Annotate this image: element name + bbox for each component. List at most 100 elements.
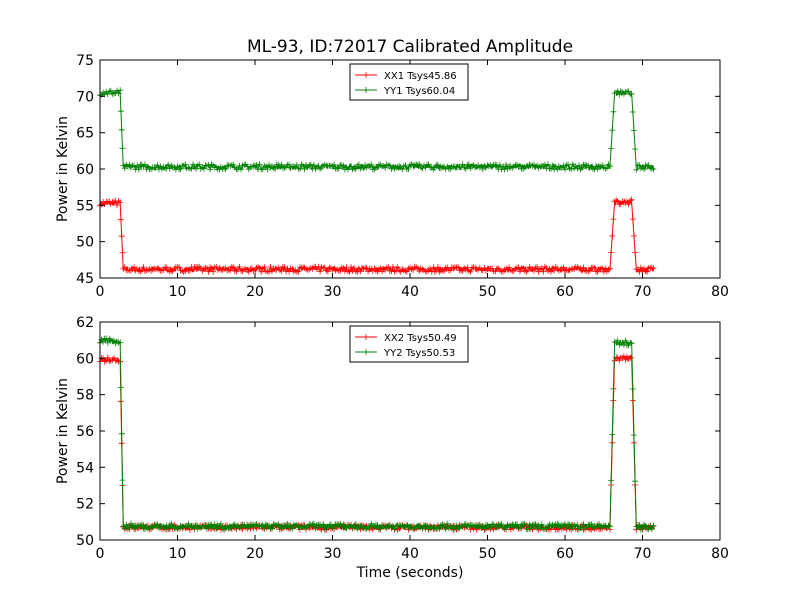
data-point-marker	[527, 525, 534, 532]
legend-entry-label: YY2 Tsys50.53	[383, 348, 455, 359]
data-point-marker	[627, 197, 634, 204]
data-point-marker	[625, 355, 632, 362]
data-point-marker	[131, 264, 138, 271]
data-point-marker	[331, 161, 338, 168]
data-point-marker	[507, 267, 514, 274]
legend-entry-label: XX2 Tsys50.49	[384, 333, 457, 344]
legend: XX1 Tsys45.86 YY1 Tsys60.04	[349, 63, 469, 101]
data-point-marker	[500, 163, 506, 170]
data-point-marker	[407, 264, 413, 271]
x-tick-label: 30	[324, 284, 342, 300]
data-point-marker	[346, 268, 353, 275]
data-point-marker	[650, 265, 657, 272]
data-point-marker	[591, 166, 598, 173]
data-point-marker	[644, 268, 651, 275]
data-point-marker	[376, 525, 382, 532]
data-point-marker	[222, 265, 229, 272]
data-point-marker	[293, 268, 300, 275]
data-point-marker	[100, 338, 107, 345]
data-point-marker	[548, 268, 554, 275]
data-point-marker	[281, 264, 288, 271]
data-point-marker	[391, 525, 398, 532]
data-point-marker	[453, 264, 460, 271]
data-point-marker	[383, 161, 390, 168]
data-point-marker	[208, 161, 215, 168]
data-point-marker	[304, 266, 311, 273]
data-point-marker	[609, 127, 616, 134]
data-point-marker	[267, 525, 274, 532]
data-point-marker	[636, 268, 643, 275]
data-point-marker	[337, 267, 344, 274]
data-point-marker	[205, 162, 212, 168]
data-point-marker	[261, 264, 268, 271]
x-tick-label: 60	[556, 546, 574, 562]
data-point-marker	[154, 521, 161, 528]
data-point-marker	[126, 525, 133, 532]
data-point-marker	[261, 162, 268, 169]
data-point-marker	[104, 339, 111, 346]
data-point-marker	[348, 521, 355, 528]
data-point-marker	[534, 263, 541, 270]
x-tick-label: 30	[324, 546, 342, 562]
data-point-marker	[119, 249, 126, 256]
data-point-marker	[315, 263, 322, 270]
data-point-marker	[216, 166, 223, 173]
data-point-marker	[372, 267, 379, 274]
data-point-marker	[541, 263, 548, 270]
data-point-marker	[608, 477, 615, 484]
data-point-marker	[247, 266, 254, 273]
y-tick-label: 65	[76, 126, 94, 142]
data-point-marker	[354, 268, 361, 275]
data-point-marker	[368, 161, 375, 168]
legend-frame	[349, 63, 469, 101]
data-point-marker	[331, 523, 338, 530]
data-point-marker	[231, 521, 238, 528]
x-tick-label: 20	[246, 284, 264, 300]
data-point-marker	[579, 165, 585, 172]
x-tick-label: 50	[479, 546, 497, 562]
data-point-marker	[481, 525, 488, 532]
data-point-marker	[631, 127, 637, 134]
data-point-marker	[425, 267, 432, 274]
data-point-marker	[114, 202, 120, 209]
data-point-marker	[278, 161, 285, 168]
data-point-marker	[586, 521, 593, 528]
data-point-marker	[182, 161, 189, 168]
data-point-marker	[439, 521, 446, 528]
x-tick-label: 70	[634, 284, 652, 300]
data-point-marker	[434, 264, 441, 271]
data-point-marker	[348, 163, 355, 170]
data-point-marker	[532, 521, 539, 528]
data-point-marker	[580, 521, 587, 528]
data-point-marker	[117, 384, 124, 391]
data-point-marker	[111, 337, 117, 344]
data-point-marker	[213, 525, 220, 532]
data-point-marker	[261, 525, 268, 532]
data-point-marker	[185, 164, 192, 171]
data-point-marker	[193, 522, 200, 529]
figure-title: ML-93, ID:72017 Calibrated Amplitude	[247, 37, 573, 57]
data-point-marker	[629, 109, 636, 115]
data-point-marker	[248, 163, 255, 170]
data-point-marker	[213, 263, 220, 270]
data-point-marker	[580, 264, 587, 271]
y-tick-label: 55	[76, 198, 94, 214]
data-point-marker	[200, 265, 207, 272]
top-panel: 0 10 20 30 40 50 60 70 80 45 50 55 60 65 70 75 Power in …	[55, 53, 729, 300]
y-axis-label: Power in Kelvin	[55, 116, 71, 222]
x-tick-label: 70	[634, 546, 652, 562]
data-point-marker	[586, 164, 593, 171]
data-point-marker	[199, 164, 206, 171]
data-point-marker	[609, 232, 616, 239]
data-point-marker	[629, 386, 636, 392]
data-point-marker	[310, 162, 317, 168]
data-point-marker	[275, 521, 282, 528]
data-point-marker	[506, 264, 513, 271]
data-point-marker	[397, 522, 404, 529]
y-tick-label: 50	[76, 533, 94, 549]
data-point-marker	[403, 522, 410, 529]
data-point-marker	[599, 265, 606, 272]
data-point-marker	[151, 521, 158, 528]
data-point-marker	[631, 232, 637, 239]
data-point-marker	[534, 525, 541, 532]
